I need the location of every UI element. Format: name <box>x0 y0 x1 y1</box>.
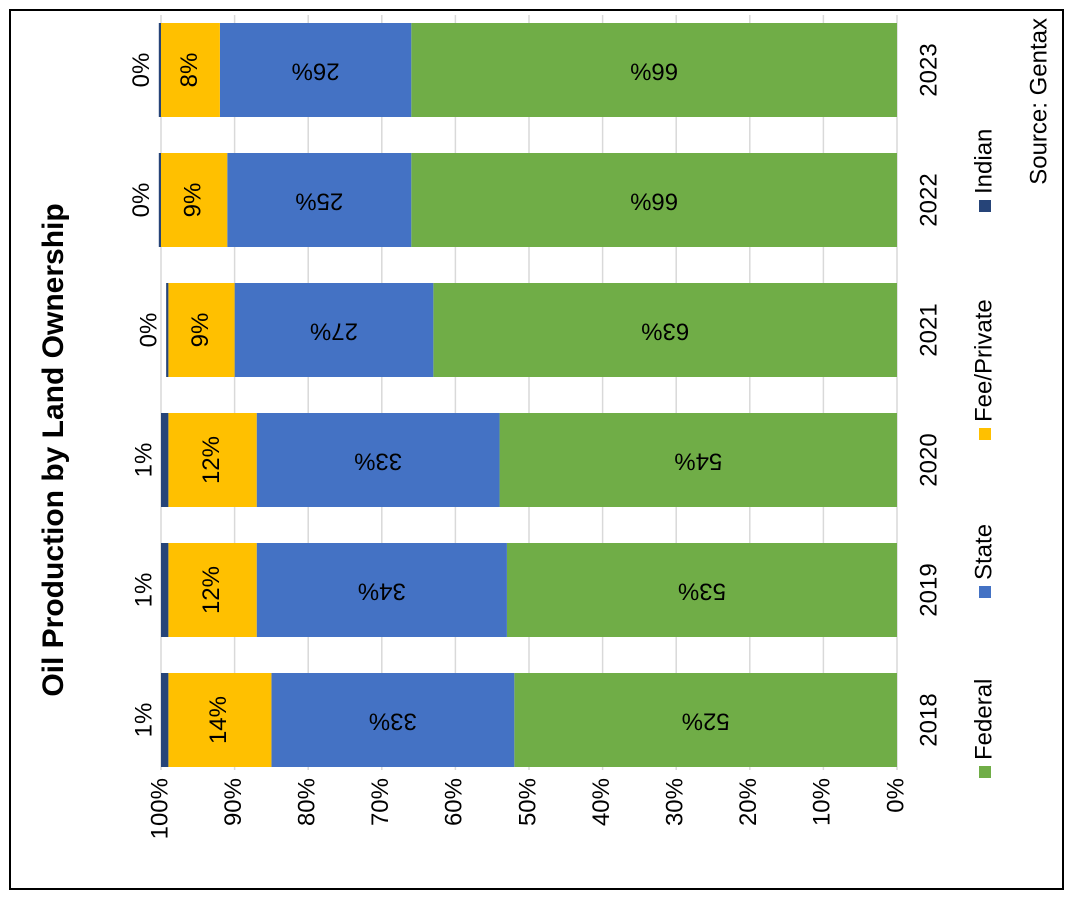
data-label: 0% <box>128 183 155 218</box>
x-tick-label: 2018 <box>915 693 942 746</box>
chart-title: Oil Production by Land Ownership <box>37 203 70 696</box>
x-tick-label: 2022 <box>915 173 942 226</box>
bar-segment <box>168 283 235 377</box>
bar-segment <box>161 543 169 637</box>
legend-label: Federal <box>970 679 997 760</box>
bar-segment <box>234 283 434 377</box>
bar-segment <box>433 283 897 377</box>
y-tick-label: 70% <box>367 778 394 826</box>
y-tick-label: 100% <box>146 778 173 839</box>
data-label: 0% <box>128 53 155 88</box>
data-label: 25% <box>295 188 343 215</box>
data-label: 54% <box>674 448 722 475</box>
bar-segment <box>219 23 412 117</box>
x-tick-label: 2023 <box>915 43 942 96</box>
data-label: 33% <box>369 708 417 735</box>
data-label: 27% <box>310 318 358 345</box>
bar-segment <box>161 153 228 247</box>
bar-segment <box>514 673 897 767</box>
bar-segment <box>161 23 220 117</box>
bar-segment <box>158 23 161 117</box>
data-label: 9% <box>187 313 214 348</box>
data-label: 66% <box>630 188 678 215</box>
bar-segment <box>168 673 272 767</box>
bar-segment <box>166 283 169 377</box>
y-tick-label: 10% <box>809 778 836 826</box>
y-tick-label: 60% <box>441 778 468 826</box>
legend-swatch <box>979 200 991 212</box>
bar-segment <box>411 153 897 247</box>
y-tick-label: 80% <box>294 778 321 826</box>
legend-swatch <box>979 766 991 778</box>
bar-segment <box>271 673 515 767</box>
y-tick-label: 40% <box>588 778 615 826</box>
data-label: 0% <box>135 313 162 348</box>
legend-label: State <box>970 524 997 580</box>
data-label: 26% <box>292 58 340 85</box>
bar-segment <box>506 543 897 637</box>
bar-segment <box>168 543 257 637</box>
bar-segment <box>499 413 897 507</box>
source: Source: Gentax <box>1025 18 1052 185</box>
data-label: 8% <box>176 53 203 88</box>
bar-segment <box>256 543 507 637</box>
bar-segment <box>161 413 169 507</box>
data-label: 1% <box>130 703 157 738</box>
data-label: 63% <box>641 318 689 345</box>
bar-segment <box>256 413 500 507</box>
data-label: 12% <box>198 566 225 614</box>
bar-segment <box>411 23 897 117</box>
bar-segment <box>161 673 169 767</box>
data-label: 33% <box>354 448 402 475</box>
data-label: 53% <box>678 578 726 605</box>
data-label: 52% <box>682 708 730 735</box>
data-label: 14% <box>205 696 232 744</box>
bar-segment <box>168 413 257 507</box>
y-tick-label: 30% <box>662 778 689 826</box>
legend-label: Fee/Private <box>970 299 997 422</box>
x-tick-label: 2021 <box>915 303 942 356</box>
data-label: 1% <box>130 443 157 478</box>
x-tick-label: 2019 <box>915 563 942 616</box>
y-tick-label: 50% <box>514 778 541 826</box>
bar-segment <box>227 153 412 247</box>
data-label: 1% <box>130 573 157 608</box>
y-tick-label: 90% <box>220 778 247 826</box>
legend-label: Indian <box>970 129 997 194</box>
bar-segment <box>158 153 161 247</box>
x-tick-label: 2020 <box>915 433 942 486</box>
data-label: 9% <box>179 183 206 218</box>
data-label: 12% <box>198 436 225 484</box>
y-tick-label: 20% <box>735 778 762 826</box>
y-tick-label: 0% <box>882 778 909 813</box>
legend-swatch <box>979 586 991 598</box>
data-label: 34% <box>358 578 406 605</box>
legend-swatch <box>979 428 991 440</box>
data-label: 66% <box>630 58 678 85</box>
